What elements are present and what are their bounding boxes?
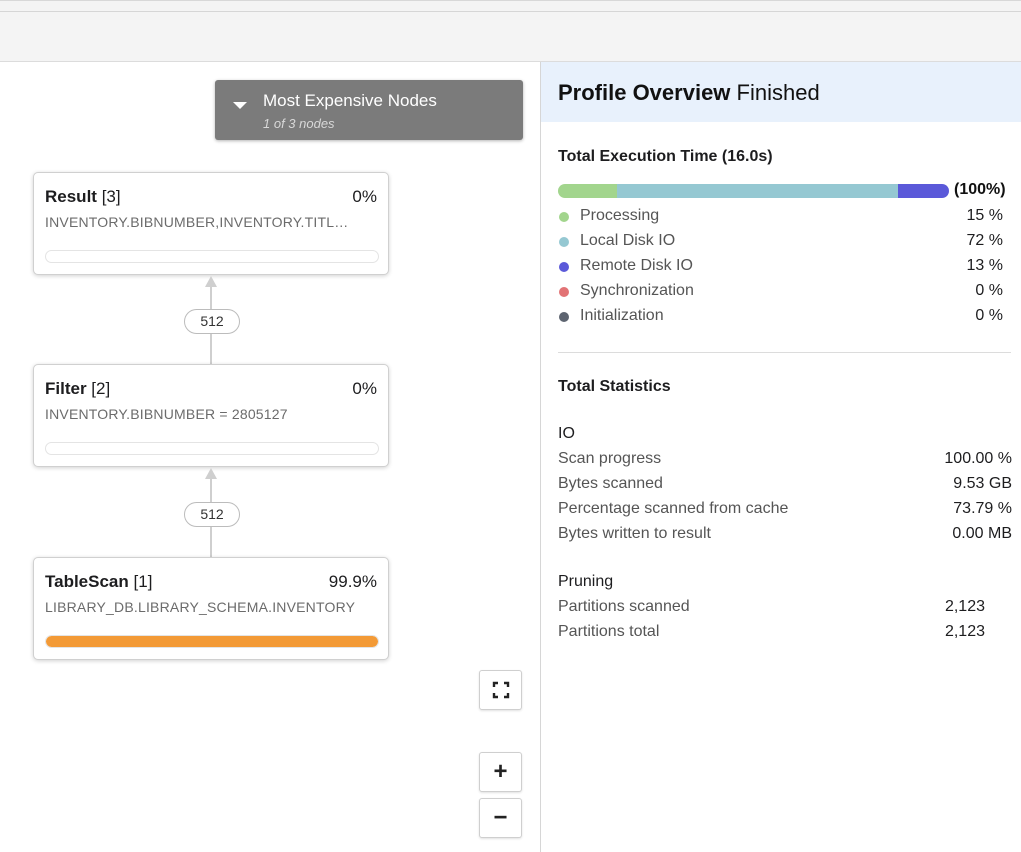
- edge-row-count[interactable]: 512: [184, 502, 240, 527]
- stat-value: 2,123: [944, 623, 985, 640]
- node-progress-bar: [45, 250, 379, 263]
- node-progress-fill: [46, 636, 378, 647]
- stat-value: 9.53 GB: [953, 475, 1012, 492]
- zoom-in-button[interactable]: +: [479, 752, 522, 792]
- breakdown-value: 0 %: [975, 307, 1003, 324]
- status-text: Finished: [736, 80, 820, 105]
- most-expensive-nodes-count: 1 of 3 nodes: [263, 116, 335, 131]
- legend-dot-icon: [559, 287, 569, 297]
- legend-dot-icon: [559, 212, 569, 222]
- node-percent: 0%: [352, 379, 377, 398]
- execution-bar-segment: [616, 184, 899, 198]
- stat-row: Scan progress 100.00 %: [558, 448, 1013, 473]
- node-name: Filter [2]: [45, 379, 111, 398]
- query-graph: Most Expensive Nodes 1 of 3 nodes Result…: [0, 62, 540, 852]
- stat-label: Bytes written to result: [558, 525, 711, 542]
- zoom-out-button[interactable]: −: [479, 798, 522, 838]
- io-heading: IO: [558, 425, 575, 442]
- toolbar-divider: [0, 11, 1021, 12]
- execution-bar-segment: [898, 184, 949, 198]
- node-result[interactable]: Result [3] 0% INVENTORY.BIBNUMBER,INVENT…: [33, 172, 389, 275]
- breakdown-label: Synchronization: [580, 282, 694, 299]
- breakdown-label: Remote Disk IO: [580, 257, 693, 274]
- stat-label: Partitions scanned: [558, 598, 690, 615]
- node-tablescan[interactable]: TableScan [1] 99.9% LIBRARY_DB.LIBRARY_S…: [33, 557, 389, 660]
- stat-value: 2,123: [944, 598, 985, 615]
- node-name: Result [3]: [45, 187, 121, 206]
- execution-time-bar: [558, 184, 949, 198]
- breakdown-label: Initialization: [580, 307, 664, 324]
- stat-value: 0.00 MB: [952, 525, 1012, 542]
- legend-dot-icon: [559, 237, 569, 247]
- stat-value: 73.79 %: [953, 500, 1012, 517]
- breakdown-row: Synchronization 0 %: [558, 280, 1013, 305]
- stat-label: Partitions total: [558, 623, 660, 640]
- edge-arrow-icon: [205, 276, 217, 287]
- stat-label: Scan progress: [558, 450, 662, 467]
- node-progress-bar: [45, 635, 379, 648]
- caret-down-icon: [233, 102, 247, 109]
- execution-time-heading: Total Execution Time (16.0s): [558, 148, 773, 165]
- execution-total-percent: (100%): [954, 181, 1006, 198]
- legend-dot-icon: [559, 312, 569, 322]
- panel-title: Profile Overview Finished: [558, 80, 820, 105]
- stat-label: Bytes scanned: [558, 475, 663, 492]
- stat-row: Partitions scanned 2,123: [558, 596, 1013, 621]
- stat-row: Partitions total 2,123: [558, 621, 1013, 646]
- breakdown-label: Local Disk IO: [580, 232, 676, 249]
- panel-divider[interactable]: [540, 62, 541, 852]
- breakdown-row: Local Disk IO 72 %: [558, 230, 1013, 255]
- node-name: TableScan [1]: [45, 572, 153, 591]
- breakdown-value: 15 %: [966, 207, 1003, 224]
- edge-row-count[interactable]: 512: [184, 309, 240, 334]
- most-expensive-nodes-title: Most Expensive Nodes: [263, 91, 437, 110]
- breakdown-value: 13 %: [966, 257, 1003, 274]
- node-percent: 0%: [352, 187, 377, 206]
- stat-row: Bytes scanned 9.53 GB: [558, 473, 1013, 498]
- section-divider: [558, 352, 1011, 353]
- legend-dot-icon: [559, 262, 569, 272]
- breakdown-value: 0 %: [975, 282, 1003, 299]
- node-progress-bar: [45, 442, 379, 455]
- execution-bar-segment: [558, 184, 617, 198]
- pruning-heading: Pruning: [558, 573, 614, 590]
- top-toolbar: [0, 0, 1021, 62]
- node-filter[interactable]: Filter [2] 0% INVENTORY.BIBNUMBER = 2805…: [33, 364, 389, 467]
- stat-row: Percentage scanned from cache 73.79 %: [558, 498, 1013, 523]
- fit-to-screen-button[interactable]: [479, 670, 522, 710]
- fit-screen-icon: [492, 681, 509, 699]
- breakdown-label: Processing: [580, 207, 660, 224]
- panel-header: Profile Overview Finished: [541, 62, 1021, 122]
- breakdown-row: Remote Disk IO 13 %: [558, 255, 1013, 280]
- stat-value: 100.00 %: [944, 450, 1012, 467]
- node-description: INVENTORY.BIBNUMBER = 2805127: [45, 406, 288, 422]
- stat-row: Bytes written to result 0.00 MB: [558, 523, 1013, 548]
- node-description: INVENTORY.BIBNUMBER,INVENTORY.TITL…: [45, 214, 349, 230]
- edge-arrow-icon: [205, 468, 217, 479]
- node-percent: 99.9%: [328, 572, 377, 591]
- breakdown-row: Initialization 0 %: [558, 305, 1013, 330]
- statistics-heading: Total Statistics: [558, 378, 671, 395]
- profile-overview-panel: Profile Overview Finished Total Executio…: [541, 62, 1021, 852]
- stat-label: Percentage scanned from cache: [558, 500, 789, 517]
- most-expensive-nodes-dropdown[interactable]: Most Expensive Nodes 1 of 3 nodes: [215, 80, 523, 140]
- breakdown-value: 72 %: [966, 232, 1003, 249]
- breakdown-row: Processing 15 %: [558, 205, 1013, 230]
- node-description: LIBRARY_DB.LIBRARY_SCHEMA.INVENTORY: [45, 599, 356, 615]
